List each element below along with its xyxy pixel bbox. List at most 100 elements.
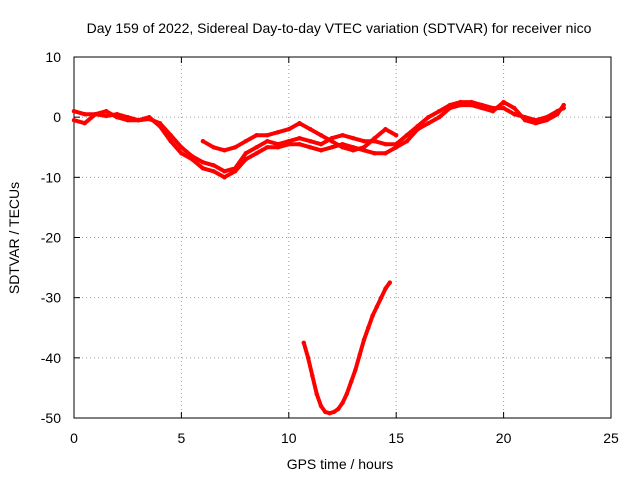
data-point <box>394 133 399 138</box>
data-point <box>265 139 270 144</box>
data-point <box>297 142 302 147</box>
data-point <box>114 115 120 120</box>
data-point <box>318 148 324 153</box>
data-point <box>275 145 281 150</box>
data-point <box>426 115 431 120</box>
grid-layer <box>74 57 611 418</box>
data-point <box>379 295 384 300</box>
data-point <box>71 109 77 114</box>
data-point <box>437 109 442 114</box>
data-point <box>222 169 227 174</box>
y-tick-label: -10 <box>41 169 61 185</box>
data-point <box>200 139 206 144</box>
data-point <box>361 337 367 342</box>
data-point <box>104 113 109 119</box>
data-point <box>383 286 388 291</box>
data-point <box>301 340 306 345</box>
data-point <box>512 112 517 117</box>
x-tick-label: 20 <box>496 430 512 446</box>
y-tick-label: 10 <box>45 49 61 65</box>
x-tick-label: 15 <box>388 430 404 446</box>
data-point <box>179 145 184 150</box>
data-point <box>308 127 313 132</box>
data-point <box>211 163 216 168</box>
data-point <box>308 145 313 150</box>
data-point <box>147 115 152 120</box>
data-point <box>383 151 388 156</box>
y-tick-labels: 10 0 -10 -20 -30 -40 -50 <box>41 49 61 426</box>
data-point <box>286 142 291 147</box>
data-point <box>340 145 345 150</box>
x-tick-labels: 0 5 10 15 20 25 <box>70 430 619 446</box>
data-point <box>329 139 334 144</box>
y-tick-label: -50 <box>41 410 61 426</box>
data-point <box>522 118 528 123</box>
data-point <box>211 169 216 174</box>
data-point <box>383 127 388 132</box>
data-point <box>318 403 324 409</box>
data-point <box>394 145 399 150</box>
data-point <box>561 102 566 108</box>
data-point <box>71 118 77 123</box>
data-point <box>404 139 410 144</box>
data-point <box>501 105 506 111</box>
data-point <box>357 352 362 357</box>
data-point <box>544 118 549 123</box>
data-point <box>372 136 377 141</box>
data-point <box>93 112 98 117</box>
data-point <box>243 151 248 156</box>
data-point <box>353 367 358 373</box>
data-point <box>327 411 332 416</box>
data-point <box>265 145 270 150</box>
data-point <box>305 355 311 360</box>
data-point <box>104 109 109 114</box>
data-point <box>469 102 474 108</box>
data-point <box>437 115 442 120</box>
data-point <box>222 148 227 153</box>
data-point <box>254 145 259 150</box>
data-point <box>329 145 334 150</box>
chart-title: Day 159 of 2022, Sidereal Day-to-day VTE… <box>87 20 592 36</box>
data-point <box>340 133 345 138</box>
data-point <box>490 109 496 114</box>
y-tick-label: -30 <box>41 290 61 306</box>
data-point <box>372 151 377 156</box>
data-point <box>125 118 130 123</box>
data-point <box>512 105 517 111</box>
data-point <box>275 130 281 135</box>
data-point <box>404 133 410 138</box>
data-point <box>189 157 195 162</box>
data-point <box>297 121 302 126</box>
data-point <box>200 160 206 165</box>
data-point <box>501 99 506 105</box>
series-trace-b <box>72 100 566 180</box>
data-point <box>157 124 163 129</box>
data-point <box>200 166 206 171</box>
data-point <box>336 406 341 412</box>
data-point <box>383 142 388 147</box>
y-axis-label: SDTVAR / TECUs <box>6 182 22 294</box>
y-tick-label: -40 <box>41 350 61 366</box>
data-point <box>179 151 184 156</box>
data-point <box>136 118 141 123</box>
data-point <box>447 105 453 111</box>
data-point <box>348 379 354 385</box>
data-point <box>254 133 259 138</box>
data-point <box>318 133 324 138</box>
data-point <box>318 142 324 147</box>
x-axis-label: GPS time / hours <box>287 456 394 472</box>
data-point <box>314 391 319 397</box>
data-point <box>458 102 463 108</box>
data-point <box>286 127 291 132</box>
data-point <box>366 325 371 330</box>
data-point <box>479 105 485 111</box>
data-point <box>361 145 367 150</box>
data-point <box>211 145 216 150</box>
x-tick-label: 0 <box>70 430 78 446</box>
data-point <box>232 145 238 150</box>
data-point <box>310 373 315 379</box>
data-point <box>533 121 538 126</box>
data-point <box>308 139 313 144</box>
x-tick-label: 5 <box>178 430 186 446</box>
tick-layer <box>73 56 612 419</box>
